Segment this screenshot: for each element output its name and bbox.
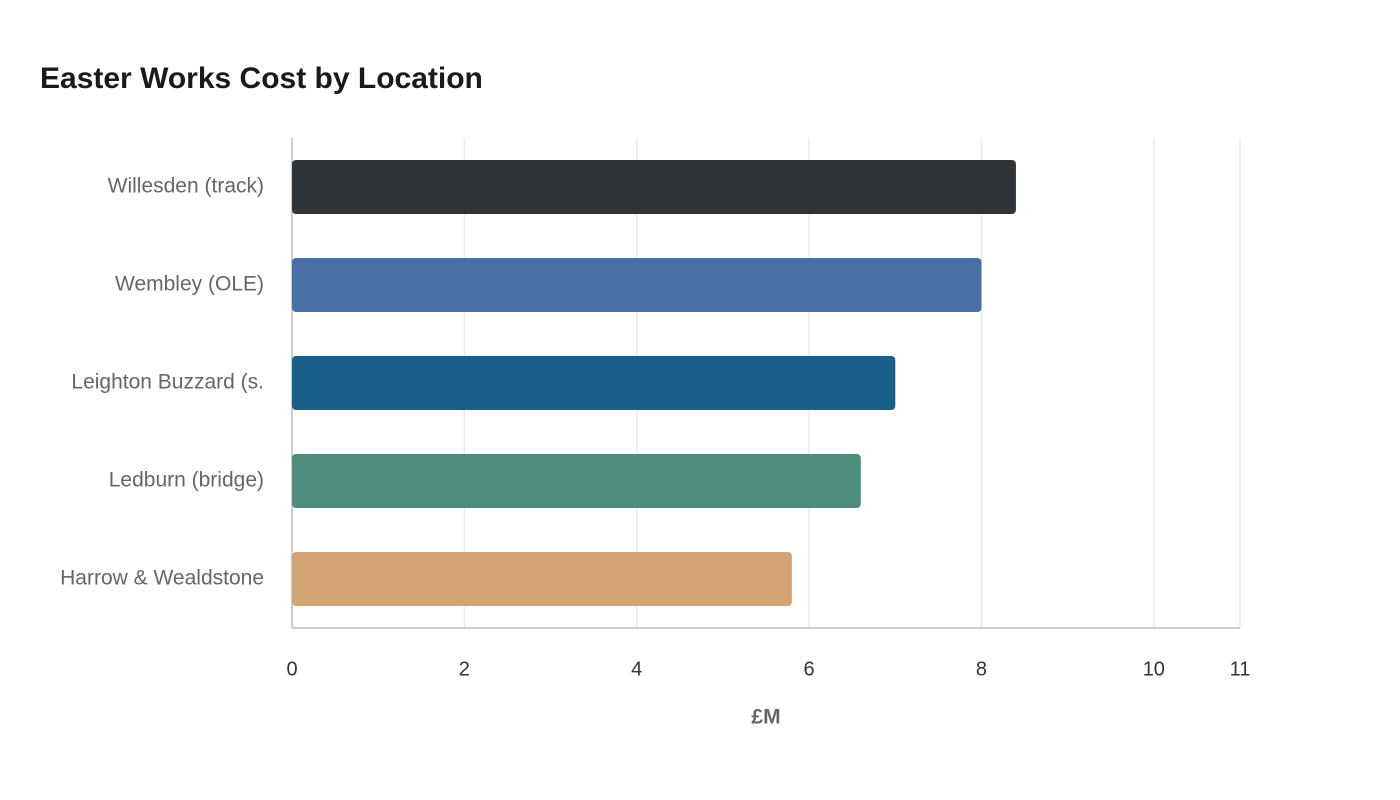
x-tick-label: 4 <box>631 658 642 680</box>
y-tick-label: Ledburn (bridge) <box>109 469 264 492</box>
y-tick-label: Harrow & Wealdstone <box>60 567 264 590</box>
x-tick-label: 11 <box>1230 658 1251 680</box>
bar <box>292 160 1016 214</box>
chart-title: Easter Works Cost by Location <box>40 62 483 95</box>
y-tick-label: Wembley (OLE) <box>115 273 264 296</box>
bar <box>292 258 982 312</box>
y-tick-label: Willesden (track) <box>108 175 264 198</box>
x-tick-label: 0 <box>286 658 297 680</box>
x-tick-label: 8 <box>976 658 987 680</box>
bar <box>292 356 896 410</box>
x-tick-label: 2 <box>459 658 470 680</box>
x-axis-label: £M <box>751 706 780 729</box>
x-tick-label: 6 <box>804 658 815 680</box>
y-tick-label: Leighton Buzzard (s. <box>71 371 264 394</box>
x-tick-label: 10 <box>1143 658 1165 680</box>
bar <box>292 454 861 508</box>
bar <box>292 552 792 606</box>
